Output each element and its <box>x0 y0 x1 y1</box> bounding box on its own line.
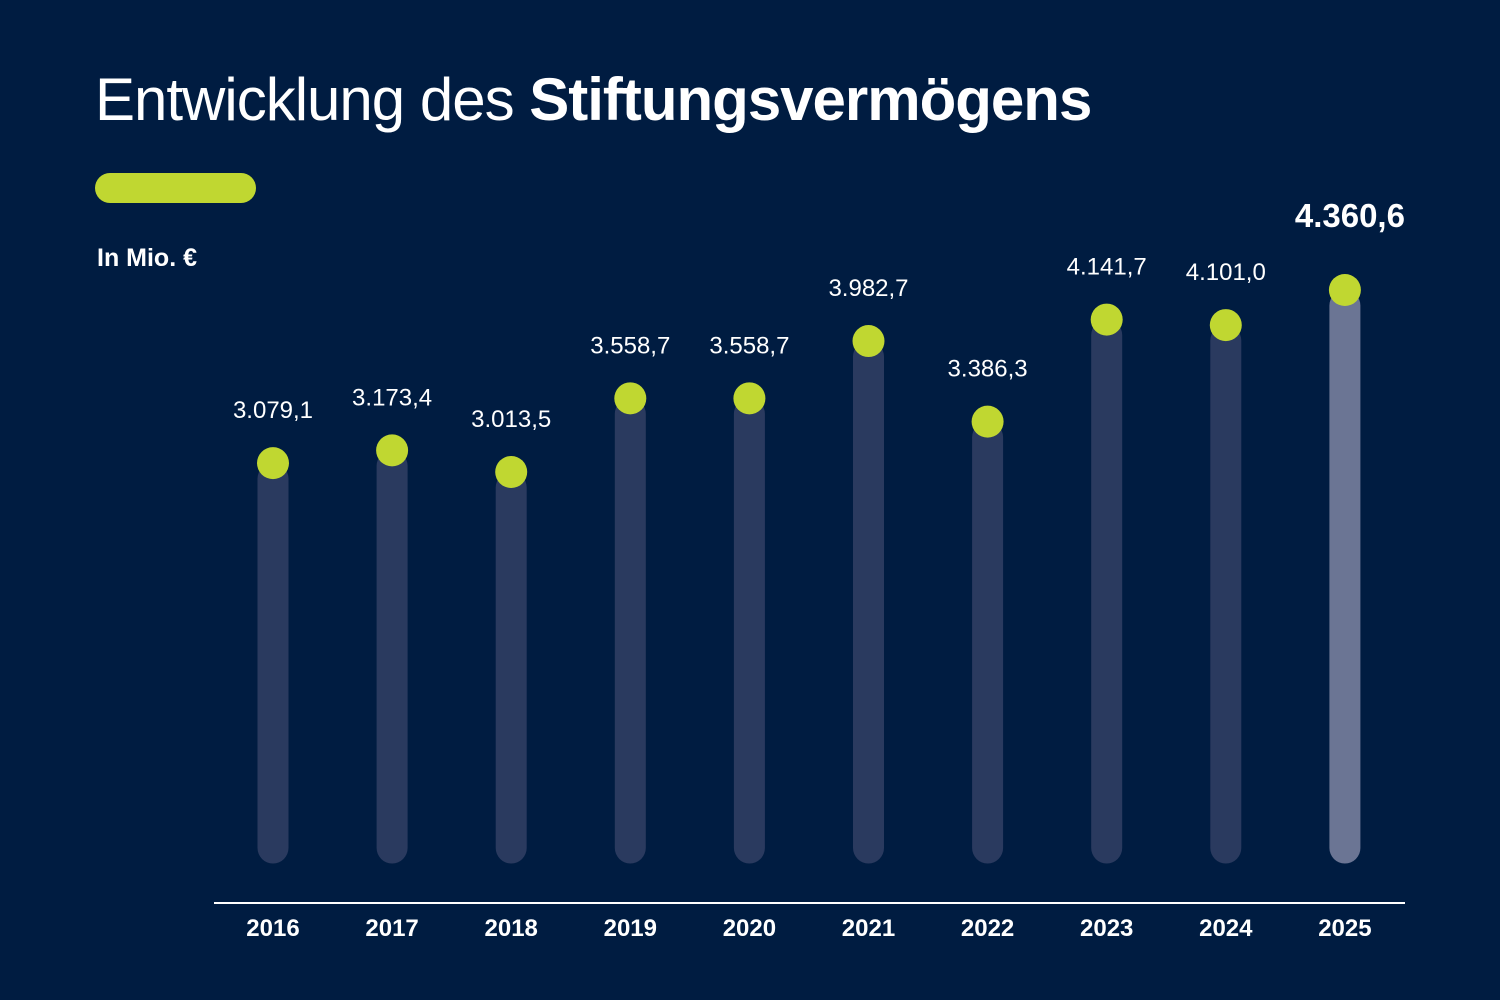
value-marker-2023 <box>1090 303 1123 336</box>
x-tick-label-2025: 2025 <box>1318 915 1371 942</box>
x-tick-label-2023: 2023 <box>1080 915 1133 942</box>
value-marker-2019 <box>614 382 647 415</box>
value-marker-2020 <box>733 382 766 415</box>
bar-2017 <box>376 450 408 864</box>
data-label-2017: 3.173,4 <box>352 384 432 411</box>
value-marker-2025 <box>1328 274 1361 306</box>
data-label-2024: 4.101,0 <box>1186 259 1266 286</box>
value-marker-2016 <box>257 447 289 480</box>
data-label-2018: 3.013,5 <box>471 406 551 433</box>
data-label-2022: 3.386,3 <box>948 356 1028 383</box>
data-label-2019: 3.558,7 <box>590 332 670 359</box>
data-label-2023: 4.141,7 <box>1067 254 1147 281</box>
x-tick-label-2020: 2020 <box>723 915 776 942</box>
data-label-2025: 4.360,6 <box>1295 197 1405 234</box>
x-tick-label-2022: 2022 <box>961 915 1014 942</box>
x-tick-label-2017: 2017 <box>365 915 418 942</box>
value-marker-2018 <box>495 456 528 488</box>
bar-2025 <box>1329 290 1361 864</box>
chart-title-light: Entwicklung des <box>95 66 530 133</box>
bar-2022 <box>972 421 1004 864</box>
bar-2019 <box>614 398 646 864</box>
x-tick-label-2024: 2024 <box>1199 915 1253 942</box>
data-label-2020: 3.558,7 <box>709 332 789 359</box>
data-label-2021: 3.982,7 <box>828 275 908 302</box>
bar-2020 <box>733 398 765 864</box>
x-tick-label-2021: 2021 <box>842 915 895 942</box>
value-marker-2022 <box>971 405 1004 438</box>
chart-title: Entwicklung des Stiftungsvermögens <box>95 62 1092 138</box>
value-marker-2024 <box>1209 309 1242 342</box>
unit-label: In Mio. € <box>97 244 197 272</box>
value-marker-2017 <box>376 434 409 467</box>
data-label-2016: 3.079,1 <box>233 397 313 424</box>
accent-bar <box>95 173 256 203</box>
x-tick-label-2016: 2016 <box>246 915 299 942</box>
chart-title-bold: Stiftungsvermögens <box>529 66 1092 133</box>
bar-2018 <box>495 472 527 864</box>
x-tick-label-2019: 2019 <box>604 915 657 942</box>
value-marker-2021 <box>852 325 885 358</box>
x-tick-label-2018: 2018 <box>485 915 538 942</box>
bar-2021 <box>853 341 884 864</box>
bar-2024 <box>1210 325 1242 864</box>
bar-2016 <box>257 463 289 864</box>
bar-2023 <box>1091 319 1123 864</box>
